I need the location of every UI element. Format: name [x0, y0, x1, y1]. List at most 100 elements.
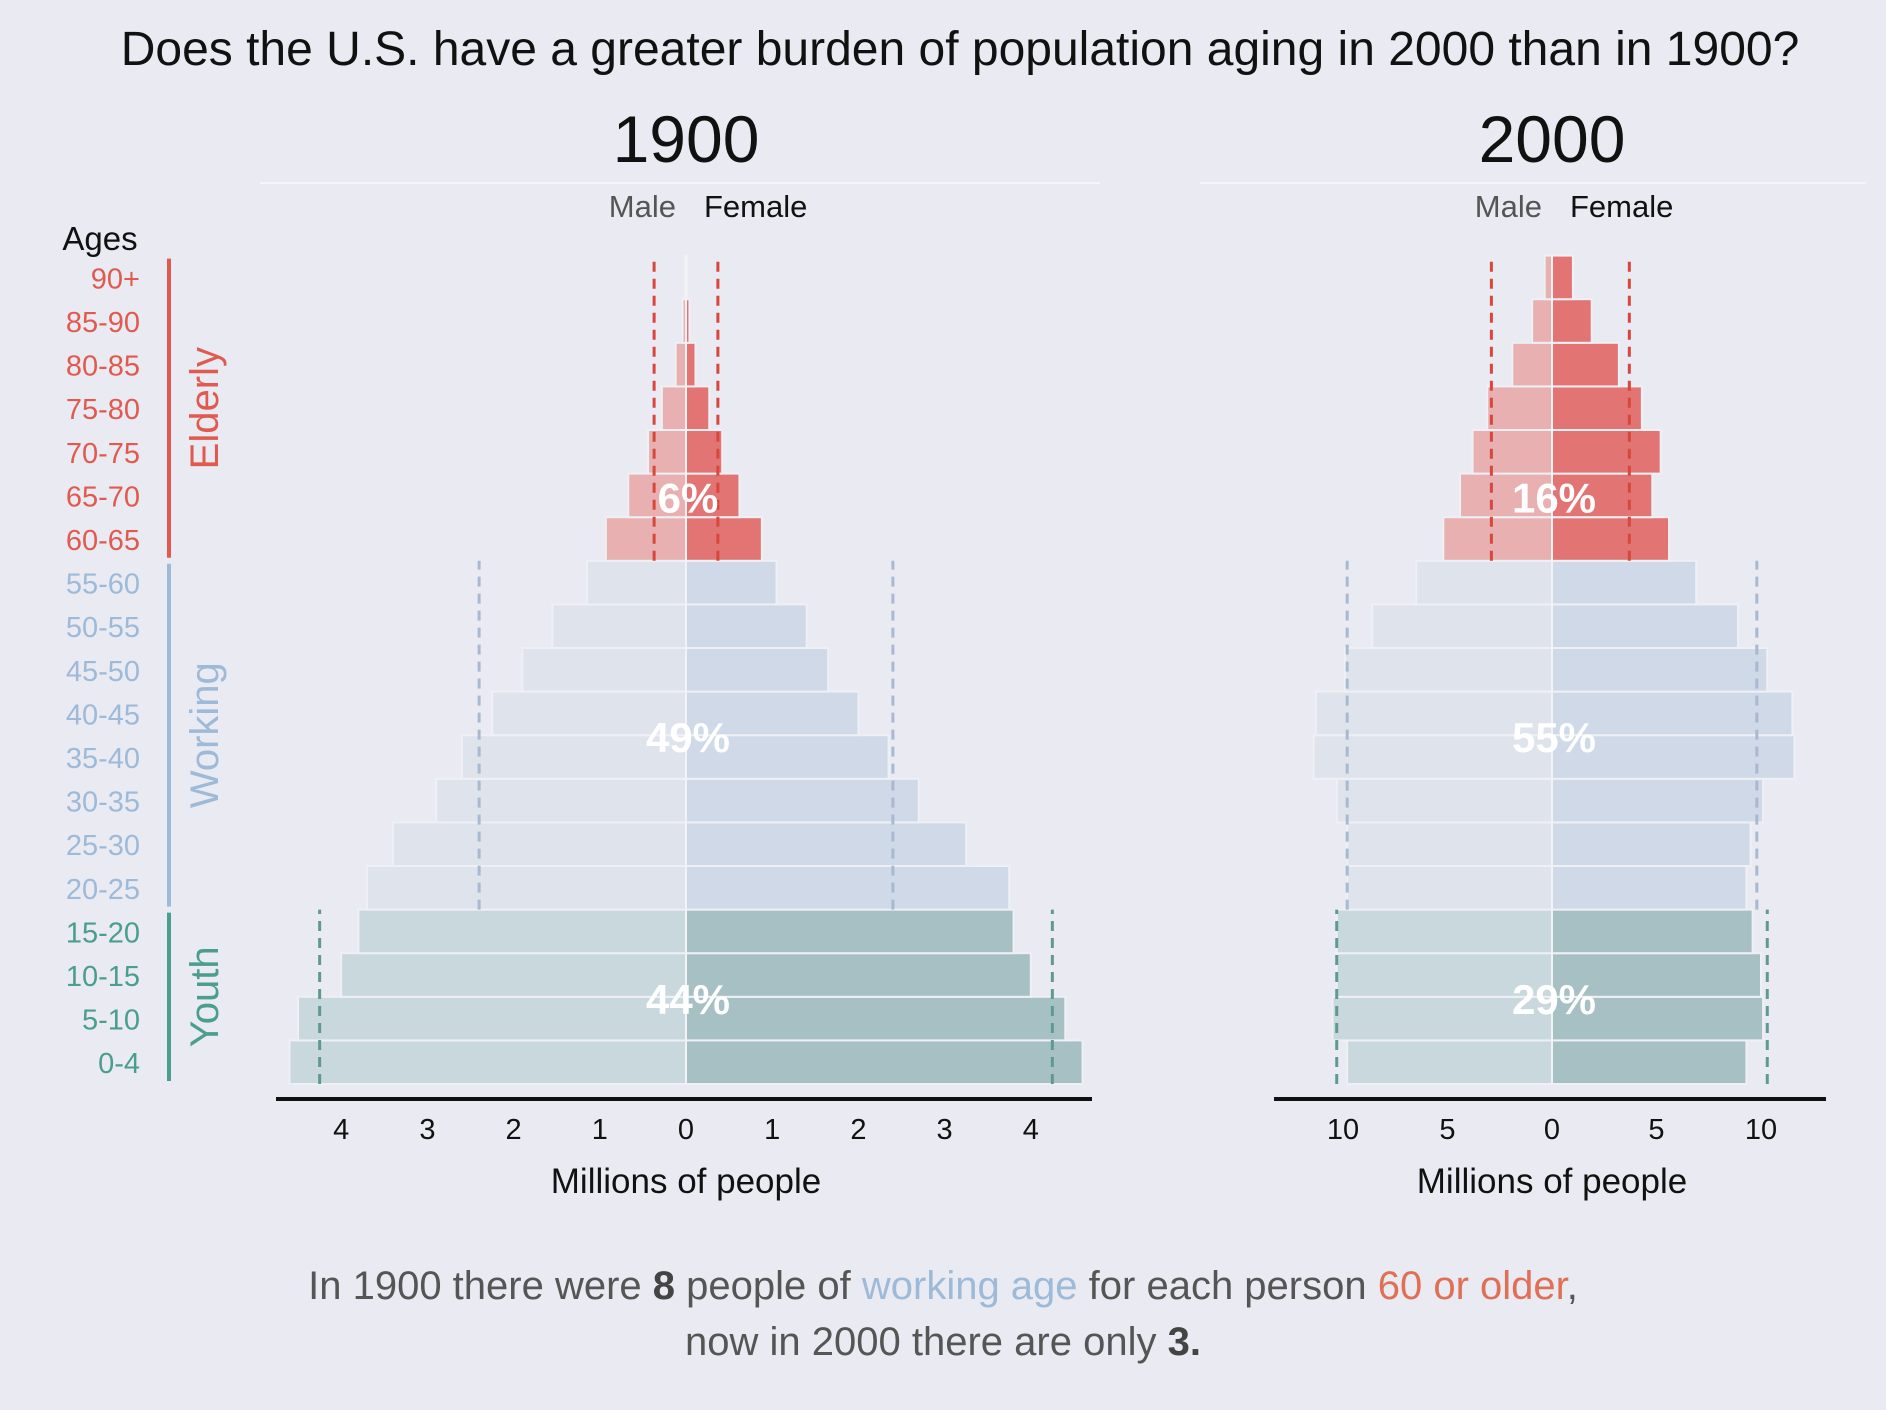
age-tick-label: 20-25 — [66, 874, 140, 906]
bar-female-20-25 — [1551, 865, 1748, 911]
bar-male-85-90 — [1531, 298, 1554, 344]
age-tick-label: 40-45 — [66, 699, 140, 731]
footnote-number-2000: 3. — [1167, 1320, 1201, 1364]
bar-female-0-4 — [1551, 1039, 1748, 1086]
x-tick-label: 5 — [1648, 1114, 1664, 1146]
bar-female-30-35 — [685, 777, 920, 824]
bar-female-80-85 — [1551, 341, 1620, 388]
footnote-text: In 1900 there were — [308, 1264, 653, 1308]
panel-title: 1900 — [613, 102, 760, 176]
x-tick-label: 2 — [506, 1114, 522, 1146]
bar-female-0-4 — [685, 1039, 1084, 1086]
bar-male-20-25 — [1346, 865, 1554, 911]
ages-heading: Ages — [62, 220, 137, 257]
working-share-label: 49% — [646, 714, 730, 761]
age-tick-label: 55-60 — [66, 569, 140, 601]
female-label: Female — [1570, 189, 1673, 224]
x-tick-label: 3 — [937, 1114, 953, 1146]
age-tick-label: 80-85 — [66, 351, 140, 383]
age-tick-label: 30-35 — [66, 787, 140, 819]
bar-male-5-10 — [297, 995, 687, 1042]
bar-male-25-30 — [391, 821, 687, 868]
male-label: Male — [1475, 189, 1542, 224]
footnote-text: now in 2000 there are only — [685, 1320, 1168, 1364]
x-tick-label: 1 — [592, 1114, 608, 1146]
bar-male-45-50 — [521, 647, 687, 693]
age-tick-label: 50-55 — [66, 612, 140, 644]
age-tick-label: 90+ — [91, 263, 140, 295]
bar-male-15-20 — [1335, 908, 1553, 955]
age-tick-label: 70-75 — [66, 438, 140, 470]
panel-title: 2000 — [1479, 102, 1626, 176]
age-tick-label: 60-65 — [66, 525, 140, 557]
bar-male-25-30 — [1346, 821, 1554, 868]
footnote-number-1900: 8 — [652, 1264, 676, 1308]
age-tick-label: 85-90 — [66, 307, 140, 339]
bar-male-10-15 — [340, 952, 687, 998]
bar-male-60-65 — [604, 516, 687, 562]
x-tick-label: 0 — [678, 1114, 694, 1146]
age-tick-label: 10-15 — [66, 961, 140, 993]
x-tick-label: 10 — [1745, 1114, 1777, 1146]
x-tick-label: 3 — [419, 1114, 435, 1146]
bar-male-0-4 — [1346, 1039, 1554, 1086]
bar-male-80-85 — [674, 341, 688, 388]
bar-male-45-50 — [1344, 647, 1553, 693]
x-tick-label: 4 — [333, 1114, 349, 1146]
bar-male-30-35 — [435, 777, 687, 824]
elderly-group-label: Elderly — [183, 347, 227, 469]
footnote-text: , — [1566, 1264, 1578, 1308]
footnote-line-1: In 1900 there were 8 people of working a… — [0, 1258, 1886, 1314]
bar-male-50-55 — [551, 603, 688, 650]
age-axis: Ages 0-4 5-10 10-15 15-20 20-25 25-30 30-35 35-4… — [62, 220, 227, 1081]
bar-female-30-35 — [1551, 777, 1765, 824]
bar-male-5-10 — [1331, 995, 1554, 1042]
chart-title: Does the U.S. have a greater burden of p… — [121, 23, 1800, 76]
x-axis-title: Millions of people — [1417, 1162, 1687, 1201]
bar-female-5-10 — [685, 995, 1067, 1042]
bar-male-90+ — [1543, 254, 1554, 301]
bar-female-50-55 — [685, 603, 808, 650]
youth-share-label: 29% — [1512, 976, 1596, 1023]
bar-female-60-65 — [685, 516, 763, 562]
elderly-share-label: 6% — [658, 474, 719, 521]
bar-female-50-55 — [1551, 603, 1740, 650]
bar-male-80-85 — [1511, 341, 1554, 388]
bar-male-20-25 — [366, 865, 687, 911]
bar-female-65-70 — [1551, 472, 1654, 519]
bar-female-80-85 — [685, 341, 697, 388]
bar-female-35-40 — [1551, 734, 1796, 780]
bar-male-30-35 — [1335, 777, 1553, 824]
youth-group-label: Youth — [183, 946, 227, 1047]
bar-female-10-15 — [685, 952, 1032, 998]
bar-female-45-50 — [1551, 647, 1769, 693]
male-label: Male — [609, 189, 676, 224]
pyramid-2000: 2000 Male Female 16% 55% 29% 10 5 0 5 10 Millions o… — [1200, 102, 1866, 1201]
bar-female-70-75 — [1551, 429, 1662, 475]
bar-female-40-45 — [1551, 690, 1794, 737]
age-tick-label: 15-20 — [66, 917, 140, 949]
bar-female-45-50 — [685, 647, 830, 693]
bar-male-75-80 — [660, 385, 688, 431]
bar-female-55-60 — [1551, 559, 1698, 606]
age-tick-label: 5-10 — [82, 1005, 140, 1037]
footnote-elderly: 60 or older — [1377, 1264, 1567, 1308]
footnote-text: for each person — [1077, 1264, 1378, 1308]
age-tick-label: 75-80 — [66, 394, 140, 426]
bar-male-15-20 — [357, 908, 687, 955]
bar-female-15-20 — [685, 908, 1015, 955]
bar-female-25-30 — [1551, 821, 1752, 868]
bar-male-75-80 — [1486, 385, 1553, 431]
x-axis-title: Millions of people — [551, 1162, 821, 1201]
bar-female-60-65 — [1551, 516, 1671, 562]
bar-female-20-25 — [685, 865, 1011, 911]
bar-male-60-65 — [1442, 516, 1553, 562]
bar-female-25-30 — [685, 821, 968, 868]
x-tick-label: 1 — [764, 1114, 780, 1146]
x-tick-label: 2 — [850, 1114, 866, 1146]
age-tick-label: 35-40 — [66, 743, 140, 775]
footnote-working-age: working age — [861, 1264, 1078, 1308]
bar-male-50-55 — [1371, 603, 1554, 650]
female-label: Female — [704, 189, 807, 224]
